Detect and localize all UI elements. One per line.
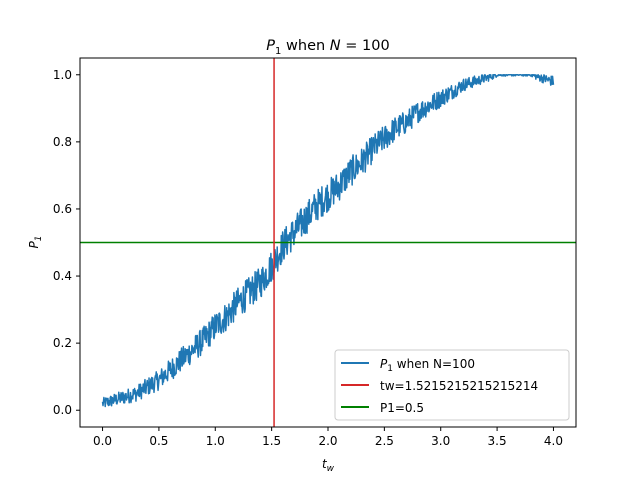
legend-label-p1-half: P1=0.5 <box>380 401 424 415</box>
title-sub: 1 <box>275 46 281 57</box>
x-tick-label: 3.5 <box>488 434 507 448</box>
title-n: N <box>330 38 341 54</box>
title-eq: = 100 <box>341 38 390 54</box>
ylabel-main: P <box>27 240 41 248</box>
title-rest: when <box>281 38 329 54</box>
x-tick-label: 0.5 <box>149 434 168 448</box>
ylabel-sub: 1 <box>34 236 44 242</box>
x-axis: 0.0 0.5 1.0 1.5 2.0 2.5 3.0 3.5 4.0 <box>93 427 563 448</box>
y-tick-label: 0.4 <box>53 269 72 283</box>
series-p1-line <box>101 74 555 408</box>
y-tick-label: 0.2 <box>53 336 72 350</box>
legend-label-p1: P1 when N=100 <box>380 357 475 374</box>
legend-box <box>334 349 570 421</box>
x-tick-label: 1.0 <box>206 434 225 448</box>
x-tick-label: 2.0 <box>318 434 337 448</box>
x-tick-label: 0.0 <box>93 434 112 448</box>
y-axis-label: P1 <box>27 236 44 249</box>
x-tick-label: 1.5 <box>262 434 281 448</box>
y-tick-label: 0.8 <box>53 135 72 149</box>
x-tick-label: 3.0 <box>431 434 450 448</box>
y-tick-label: 0.6 <box>53 202 72 216</box>
chart-title: P1 when N = 100 <box>266 38 389 57</box>
legend: P1 when N=100 tw=1.5215215215215214 P1=0… <box>334 349 570 421</box>
xlabel-main: t <box>322 457 328 471</box>
y-tick-label: 1.0 <box>53 68 72 82</box>
x-tick-label: 4.0 <box>544 434 563 448</box>
y-tick-label: 0.0 <box>53 403 72 417</box>
plot-area <box>80 58 576 427</box>
legend-label-tw: tw=1.5215215215215214 <box>380 379 538 393</box>
legend-p1-main: P <box>380 357 388 371</box>
title-main: P <box>266 38 275 54</box>
legend-p1-rest: when N=100 <box>393 357 475 371</box>
xlabel-sub: w <box>327 464 335 474</box>
y-axis: 0.0 0.2 0.4 0.6 0.8 1.0 <box>53 68 80 417</box>
x-axis-label: tw <box>322 457 335 474</box>
x-tick-label: 2.5 <box>375 434 394 448</box>
legend-p1-sub: 1 <box>387 364 393 374</box>
